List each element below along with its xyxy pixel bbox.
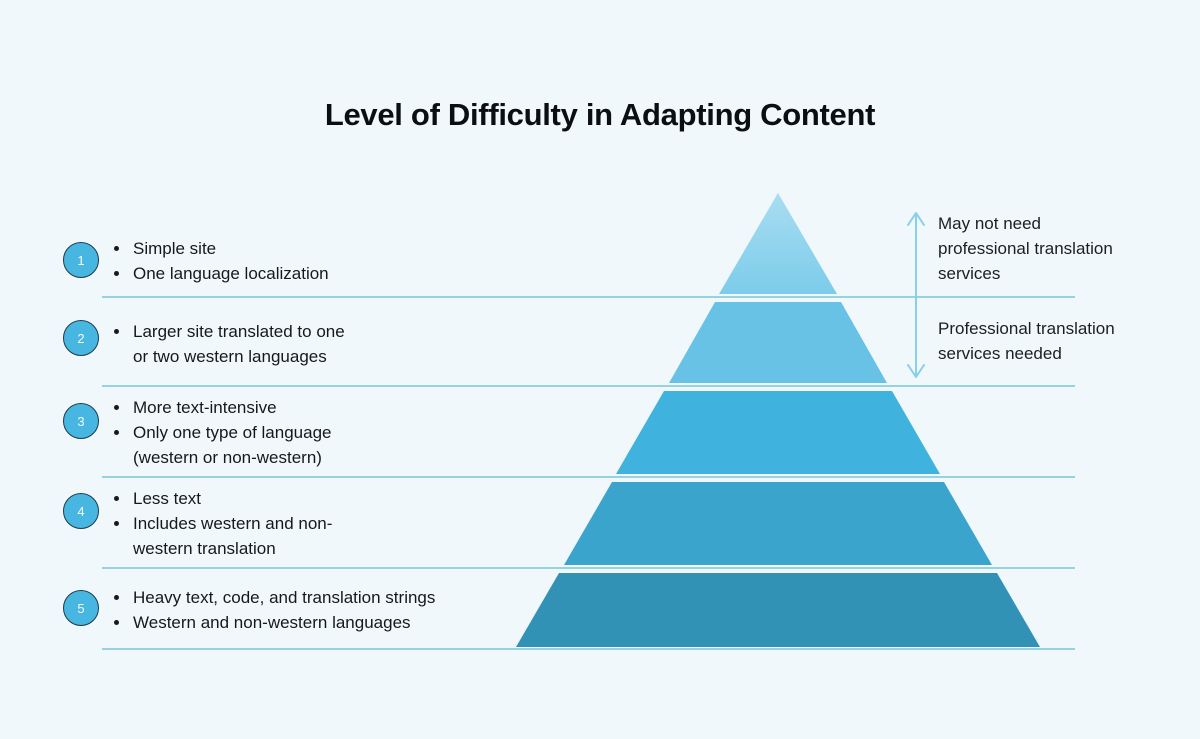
level-3-number-badge: 3 (63, 403, 99, 439)
arrow-down-head-icon (907, 364, 925, 378)
level-1-line: One language localization (112, 261, 329, 286)
level-2-line: or two western languages (133, 347, 327, 366)
level-2-number: 2 (77, 330, 85, 346)
level-3-line: More text-intensive (112, 395, 331, 420)
level-1-line: Simple site (112, 236, 329, 261)
level-4-lines: Less text Includes western and non- west… (63, 486, 332, 561)
level-4-line: Includes western and non- (112, 511, 332, 536)
level-4-line: Less text (112, 486, 332, 511)
level-3-number: 3 (77, 413, 85, 429)
level-1-number: 1 (77, 252, 85, 268)
range-arrow (907, 212, 925, 378)
level-1-number-badge: 1 (63, 242, 99, 278)
level-3-line: (western or non-western) (133, 448, 322, 467)
level-2-lines: Larger site translated to one or two wes… (63, 319, 345, 369)
level-2-line: Larger site translated to one (112, 319, 345, 344)
note-line: professional translation (938, 239, 1113, 258)
level-2-number-badge: 2 (63, 320, 99, 356)
level-4-row: 4 Less text Includes western and non- we… (63, 486, 332, 561)
level-1-lines: Simple site One language localization (63, 236, 329, 286)
pyramid-band-2 (669, 302, 887, 383)
level-4-number: 4 (77, 503, 85, 519)
note-line: Professional translation (938, 319, 1115, 338)
level-4-line: western translation (133, 539, 276, 558)
note-line: services needed (938, 344, 1062, 363)
note-line: May not need (938, 214, 1042, 233)
note-may-not-need: May not need professional translation se… (938, 211, 1113, 286)
level-4-number-badge: 4 (63, 493, 99, 529)
note-line: services (938, 264, 1001, 283)
level-1-row: 1 Simple site One language localization (63, 236, 329, 286)
level-5-row: 5 Heavy text, code, and translation stri… (63, 585, 435, 635)
pyramid-band-1 (719, 193, 837, 294)
arrow-up-head-icon (907, 212, 925, 226)
level-5-line: Western and non-western languages (112, 610, 435, 635)
level-5-line: Heavy text, code, and translation string… (112, 585, 435, 610)
level-3-row: 3 More text-intensive Only one type of l… (63, 395, 331, 470)
note-professional-needed: Professional translation services needed (938, 316, 1115, 366)
level-2-row: 2 Larger site translated to one or two w… (63, 319, 345, 369)
level-5-number: 5 (77, 600, 85, 616)
level-5-number-badge: 5 (63, 590, 99, 626)
diagram-title: Level of Difficulty in Adapting Content (324, 96, 876, 132)
level-3-lines: More text-intensive Only one type of lan… (63, 395, 331, 470)
pyramid-band-4 (564, 482, 992, 565)
level-5-lines: Heavy text, code, and translation string… (63, 585, 435, 635)
pyramid-band-5 (516, 573, 1040, 647)
pyramid-band-3 (616, 391, 940, 474)
level-3-line: Only one type of language (112, 420, 331, 445)
